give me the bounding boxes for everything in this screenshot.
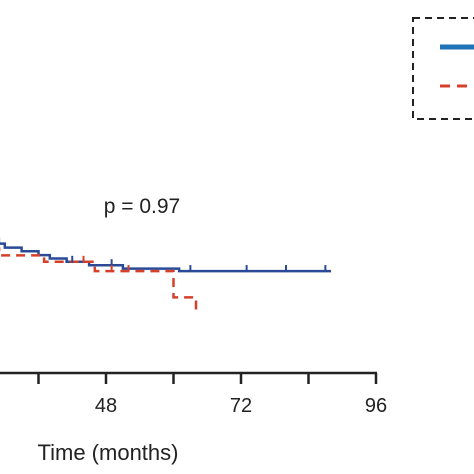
x-axis-ticks [37,373,378,384]
p-value-annotation: p = 0.97 [104,195,180,218]
x-tick-label-48: 48 [95,395,117,417]
legend [412,17,474,120]
x-axis-title: Time (months) [38,440,179,465]
series-1-curve [0,247,198,315]
x-tick-label-72: 72 [230,395,252,417]
legend-box [412,17,474,120]
x-tick-label-96: 96 [365,395,387,417]
series-0-curve [0,242,331,273]
censor-marks [0,237,327,273]
survival-curves [0,242,331,315]
